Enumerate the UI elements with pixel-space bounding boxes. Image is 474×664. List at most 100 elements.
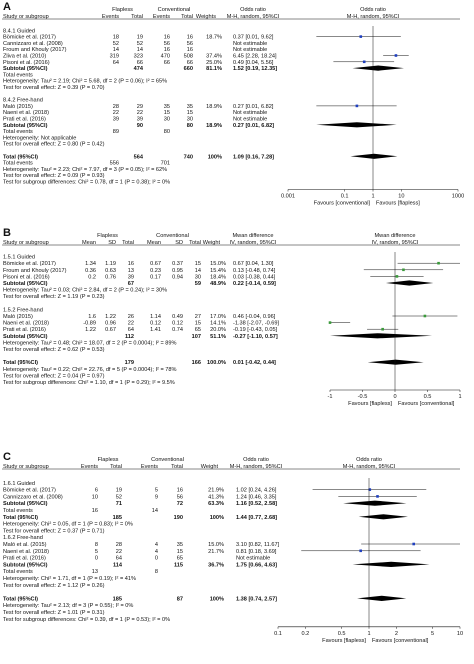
- panel-c-cell: 35: [177, 542, 183, 548]
- panel-b-cell: 16: [128, 261, 134, 267]
- panel-a-effect-method: M-H, random, 95%CI: [227, 14, 280, 20]
- panel-b-study-square: [437, 261, 440, 265]
- panel-c-cell: 5: [95, 549, 98, 555]
- panel-a-cell: 16: [164, 35, 170, 41]
- panel-b-favours-left: Favours [flapless]: [348, 401, 392, 407]
- panel-a-cell: 56: [187, 41, 193, 47]
- panel-c-study-square: [376, 495, 379, 498]
- panel-a-cell: 508: [184, 54, 193, 60]
- panel-b-row-label: Test for subgroup differences: Chi² = 1.…: [3, 380, 175, 386]
- panel-a-plot-method: M-H, random, 95%CI: [347, 14, 400, 20]
- panel-a-effect-ci: Not estimable: [233, 117, 267, 123]
- panel-c-cell: 185: [113, 596, 122, 602]
- panel-b-row-label: Total (95%CI): [3, 360, 38, 366]
- panel-c-group1-header: Flapless: [98, 457, 119, 463]
- panel-b-effect-ci: -0.27 [-1.10, 0.57]: [233, 334, 278, 340]
- panel-b-row-label: Pisoni et al. (2016): [3, 274, 50, 280]
- panel-a-cell: 89: [113, 129, 119, 135]
- panel-c-cell: 72: [177, 501, 183, 507]
- panel-a-cell: 52: [137, 41, 143, 47]
- panel-a-cell: 35: [187, 104, 193, 110]
- panel-c-row-label: Subtotal (95%CI): [3, 562, 48, 568]
- panel-c-cell: 16: [92, 508, 98, 514]
- panel-b-effect-ci: -0.19 [-0.43, 0.05]: [233, 327, 278, 333]
- panel-b-effect-ci: 0.46 [-0.04, 0.96]: [233, 314, 276, 320]
- panel-c-row-label: Heterogeneity: Tau² = 2.13; df = 3 (P = …: [3, 603, 133, 609]
- panel-a-row-label: Heterogeneity: Not applicable: [3, 135, 76, 141]
- panel-a-cell: 15: [164, 110, 170, 116]
- panel-c-effect-ci: 1.75 [0.66, 4.63]: [236, 562, 277, 568]
- panel-c-cell: 0: [95, 556, 98, 562]
- panel-c-letter: C: [3, 451, 11, 463]
- panel-c-weight: 41.3%: [208, 494, 224, 500]
- panel-a-cell: 64: [113, 60, 119, 66]
- panel-b-cell: 0.76: [105, 274, 116, 280]
- panel-b-cell: 0.49: [172, 314, 183, 320]
- panel-c-tick-label: 10: [457, 631, 463, 637]
- panel-b-diamond: [330, 333, 433, 339]
- panel-a-cell: 66: [137, 60, 143, 66]
- panel-c-diamond: [343, 500, 407, 506]
- panel-b-cell: 0.96: [105, 321, 116, 327]
- panel-a-row-label: Test for subgroup differences: Chi² = 0.…: [3, 180, 170, 186]
- panel-a-cell: 39: [113, 117, 119, 123]
- panel-b-cell: 15: [195, 321, 201, 327]
- panel-c-col-subheader: Events: [141, 464, 158, 470]
- panel-c-row-label: 1.6.2 Free-hand: [3, 535, 43, 541]
- panel-b-cell: 1.41: [150, 327, 161, 333]
- panel-a-cell: 556: [110, 161, 119, 167]
- panel-a-row-label: Prati et al. (2016): [3, 117, 46, 123]
- panel-c-row-label: Total (95%CI): [3, 596, 38, 602]
- panel-a-cell: 56: [164, 41, 170, 47]
- panel-b-diamond: [367, 359, 424, 365]
- panel-b-row-label: Heterogeneity: Tau² = 0.22; Chi² = 22.76…: [3, 367, 176, 373]
- panel-b-cell: 0.94: [172, 274, 183, 280]
- panel-c-favours-left: Favours [flapless]: [322, 638, 366, 644]
- panel-c-cell: 87: [177, 596, 183, 602]
- panel-b-cell: 179: [125, 360, 134, 366]
- panel-b-cell: 1.19: [105, 261, 116, 267]
- panel-a-cell: 16: [187, 47, 193, 53]
- panel-b-letter: B: [3, 227, 11, 239]
- panel-c-weight: 100%: [210, 515, 224, 521]
- panel-c-effect-method: M-H, random, 95%CI: [230, 464, 283, 470]
- panel-b-study-header: Study or subgroup: [3, 240, 49, 246]
- panel-b-cell: 0.2: [88, 274, 96, 280]
- panel-a-effect-ci: Not estimable: [233, 47, 267, 53]
- panel-b-row-label: Prati et al. (2016): [3, 327, 46, 333]
- panel-b-cell: 0.17: [150, 274, 161, 280]
- panel-a-cell: 740: [184, 154, 193, 160]
- panel-a-row-label: Subtotal (95%CI): [3, 123, 48, 129]
- panel-a-letter: A: [3, 1, 11, 13]
- panel-c-weight: 100%: [210, 596, 224, 602]
- panel-c-row-label: Subtotal (95%CI): [3, 501, 48, 507]
- panel-c-cell: 6: [95, 488, 98, 494]
- panel-c-cell: 65: [177, 556, 183, 562]
- panel-c-effect-ci: 1.44 [0.77, 2.68]: [236, 515, 277, 521]
- panel-c-row-label: Bömicke et al. (2017): [3, 488, 56, 494]
- panel-c-row-label: Maló et al. (2015): [3, 542, 47, 548]
- panel-b-weight: 15.4%: [210, 268, 226, 274]
- panel-c-tick-label: 0.5: [338, 631, 346, 637]
- panel-c-study-square: [359, 549, 362, 553]
- panel-b-cell: 1.14: [150, 314, 161, 320]
- panel-a-tick-label: 0.001: [281, 194, 295, 200]
- panel-b-cell: 39: [128, 274, 134, 280]
- panel-a-effect-ci: 0.49 [0.04, 5.56]: [233, 60, 274, 66]
- panel-c-weight: 36.7%: [208, 562, 224, 568]
- panel-b-row-label: Bömicke et al. (2017): [3, 261, 56, 267]
- panel-b-cell: 0.63: [105, 268, 116, 274]
- panel-c-cell: 71: [116, 501, 122, 507]
- panel-c-cell: 4: [155, 542, 158, 548]
- panel-c-cell: 22: [116, 549, 122, 555]
- panel-c-weight: 21.9%: [208, 488, 224, 494]
- panel-a-row-label: Naeni et al. (2018): [3, 110, 49, 116]
- panel-c-row-label: Total (95%CI): [3, 515, 38, 521]
- panel-a-plot-title: Odds ratio: [360, 7, 386, 13]
- panel-c-cell: 9: [155, 494, 158, 500]
- panel-b-weight: 15.0%: [210, 261, 226, 267]
- panel-a-row-label: Total events: [3, 161, 33, 167]
- panel-a-diamond: [350, 153, 398, 159]
- panel-b-col-subheader: Mean: [147, 240, 161, 246]
- panel-a-cell: 319: [110, 54, 119, 60]
